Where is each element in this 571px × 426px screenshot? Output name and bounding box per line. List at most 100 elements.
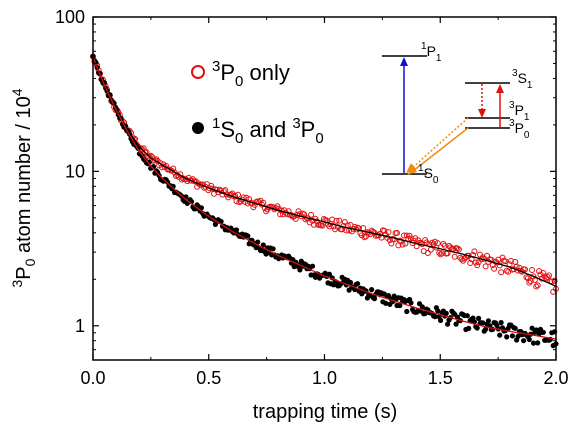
data-point-0: [471, 248, 478, 255]
data-point-0: [441, 242, 448, 249]
data-point-0: [151, 157, 158, 164]
data-point-1: [497, 332, 503, 338]
plot-frame: [92, 16, 557, 361]
x-tick-label: 0.0: [80, 368, 105, 388]
y-label-base: P: [13, 266, 35, 279]
data-point-0: [308, 211, 315, 218]
y-tick-label: 10: [65, 161, 85, 181]
data-point-1: [526, 336, 532, 343]
data-point-1: [533, 327, 539, 333]
y-label-sup: 4: [9, 88, 25, 96]
data-layer: [90, 53, 559, 349]
data-point-0: [472, 259, 479, 266]
data-point-1: [404, 308, 410, 315]
data-point-1: [515, 333, 521, 340]
data-point-0: [451, 253, 458, 260]
legend-label-1s0-and-3p0: 1S0 and 3P0: [212, 115, 324, 147]
x-tick-label: 2.0: [543, 368, 568, 388]
data-point-0: [310, 221, 317, 228]
data-point-0: [550, 288, 557, 295]
data-point-0: [503, 267, 510, 274]
data-point-1: [498, 320, 504, 326]
data-point-1: [369, 287, 375, 293]
data-point-1: [347, 279, 354, 286]
data-point-1: [512, 325, 518, 331]
data-point-0: [219, 191, 226, 198]
data-point-0: [454, 245, 461, 252]
data-point-1: [471, 319, 477, 325]
data-point-0: [401, 232, 407, 239]
transition-orange-dotted-arrowhead: [406, 163, 416, 173]
ticks-layer: 0.0 0.5 1.0 1.5 2.0 1 10 100: [55, 7, 569, 388]
level-diagram-inset: 1P1 3S1 3P1 3P0 1S0: [382, 41, 533, 186]
data-point-0: [434, 240, 441, 247]
data-point-0: [455, 246, 462, 253]
data-point-1: [326, 271, 332, 277]
data-point-0: [551, 277, 558, 284]
x-axis-label: trapping time (s): [253, 401, 398, 423]
level-label-3s1: 3S1: [512, 68, 533, 91]
series-1: [90, 53, 559, 349]
data-point-1: [535, 340, 541, 346]
transition-orange-arrow: [412, 127, 469, 172]
data-point-1: [385, 293, 392, 299]
data-point-1: [464, 313, 470, 319]
fit-line-1: [92, 56, 557, 340]
transition-red-arrowhead: [496, 84, 504, 93]
data-point-0: [399, 241, 406, 248]
data-point-0: [529, 267, 536, 273]
data-point-1: [297, 267, 303, 273]
data-point-1: [474, 325, 480, 331]
transition-red-dotted-arrowhead: [478, 109, 486, 118]
data-point-0: [533, 283, 540, 290]
y-tick-label: 100: [55, 7, 85, 27]
data-point-0: [482, 263, 489, 270]
transition-orange-arrowhead: [407, 166, 417, 175]
data-point-0: [546, 272, 552, 279]
data-point-1: [540, 329, 546, 335]
legend-marker-3p0-only: [191, 65, 205, 79]
level-label-3p1: 3P1: [509, 100, 530, 123]
data-point-0: [436, 249, 443, 256]
data-point-1: [270, 246, 276, 252]
legend-marker-1s0-and-3p0: [192, 122, 204, 134]
data-point-1: [383, 300, 389, 306]
data-point-1: [529, 325, 535, 331]
data-point-0: [157, 160, 164, 167]
data-point-1: [483, 326, 489, 332]
data-point-1: [355, 281, 361, 287]
data-point-0: [508, 258, 514, 264]
data-point-1: [443, 310, 449, 316]
data-point-0: [527, 278, 534, 285]
data-point-0: [385, 229, 392, 236]
data-point-1: [255, 239, 261, 245]
data-point-0: [233, 198, 240, 205]
data-point-0: [261, 205, 268, 211]
data-point-0: [499, 254, 506, 261]
data-point-1: [432, 314, 438, 320]
data-point-0: [544, 274, 551, 281]
level-label-3p0: 3P0: [509, 118, 530, 141]
y-axis-label: 3P0 atom number / 104: [9, 88, 38, 287]
data-point-0: [223, 191, 230, 198]
data-point-0: [432, 238, 438, 245]
data-point-1: [521, 338, 527, 344]
y-label-sub: 0: [22, 258, 38, 266]
data-point-1: [419, 304, 425, 310]
data-point-0: [474, 262, 481, 269]
data-point-1: [371, 296, 378, 302]
data-point-1: [245, 233, 251, 239]
data-point-1: [260, 242, 266, 248]
data-point-0: [406, 232, 413, 239]
data-point-1: [408, 300, 414, 306]
x-tick-label: 0.5: [196, 368, 221, 388]
data-point-0: [394, 229, 400, 236]
data-point-1: [453, 321, 459, 327]
data-point-1: [309, 263, 316, 269]
data-point-1: [445, 321, 451, 327]
data-point-0: [333, 217, 340, 224]
data-point-0: [437, 251, 444, 258]
data-point-1: [485, 318, 491, 324]
data-point-0: [491, 265, 498, 272]
data-point-0: [498, 269, 505, 276]
